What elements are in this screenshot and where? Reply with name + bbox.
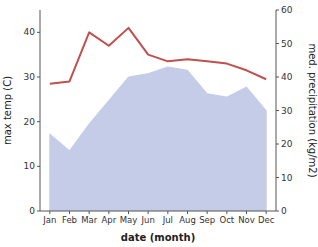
x-tick-label: Oct [219, 215, 234, 225]
x-tick [148, 211, 149, 214]
y-tick [37, 32, 40, 33]
x-tick [207, 211, 208, 214]
x-tick [226, 211, 227, 214]
line [50, 28, 266, 84]
y2-tick-label: 0 [281, 206, 287, 216]
x-tick-label: Jul [162, 215, 173, 225]
x-tick-label: Jan [42, 215, 56, 225]
y2-tick [276, 110, 279, 111]
y2-tick [276, 10, 279, 11]
x-tick-label: Apr [101, 215, 116, 225]
chart: 0 10 20 30 40 0 10 20 30 40 50 60 Jan Feb MarApr MayJun… [0, 0, 318, 247]
x-tick-label: Feb [62, 215, 77, 225]
y-tick [37, 121, 40, 122]
x-tick [128, 211, 129, 214]
x-tick-label: Dec [258, 215, 275, 225]
y-tick-label: 10 [24, 161, 36, 171]
y2-tick [276, 144, 279, 145]
y-tick-label: 40 [24, 27, 36, 37]
x-tick [69, 211, 70, 214]
x-tick [49, 211, 50, 214]
y-tick [37, 166, 40, 167]
y2-axis-label: med. precipitation (kg/m2) [307, 43, 318, 177]
y-axis-line [40, 10, 41, 211]
y2-tick-label: 10 [281, 173, 293, 183]
x-tick [266, 211, 267, 214]
x-axis-label: date (month) [121, 232, 195, 243]
area [50, 67, 266, 211]
y2-tick [276, 177, 279, 178]
x-tick [167, 211, 168, 214]
y2-tick-label: 30 [281, 106, 293, 116]
x-tick [89, 211, 90, 214]
x-tick-label: Aug [179, 215, 196, 225]
x-tick-label: Jun [141, 215, 155, 225]
x-axis-line [40, 211, 276, 212]
x-tick [246, 211, 247, 214]
x-tick [108, 211, 109, 214]
x-tick-label: May [120, 215, 138, 225]
y-tick-label: 20 [24, 117, 36, 127]
plot-area [50, 28, 266, 211]
y-tick [37, 211, 40, 212]
y-tick-label: 30 [24, 72, 36, 82]
y2-tick-label: 60 [281, 5, 293, 15]
x-tick-label: Sep [199, 215, 215, 225]
y2-tick [276, 211, 279, 212]
x-tick-label: Nov [238, 215, 255, 225]
y-axis-label: max temp (C) [2, 76, 13, 145]
y2-tick-label: 50 [281, 39, 293, 49]
x-tick [187, 211, 188, 214]
x-tick-label: Mar [81, 215, 98, 225]
y2-tick [276, 43, 279, 44]
y2-tick-label: 40 [281, 72, 293, 82]
y-tick [37, 77, 40, 78]
y-tick-label: 0 [29, 206, 35, 216]
y2-tick [276, 77, 279, 78]
y2-tick-label: 20 [281, 139, 293, 149]
